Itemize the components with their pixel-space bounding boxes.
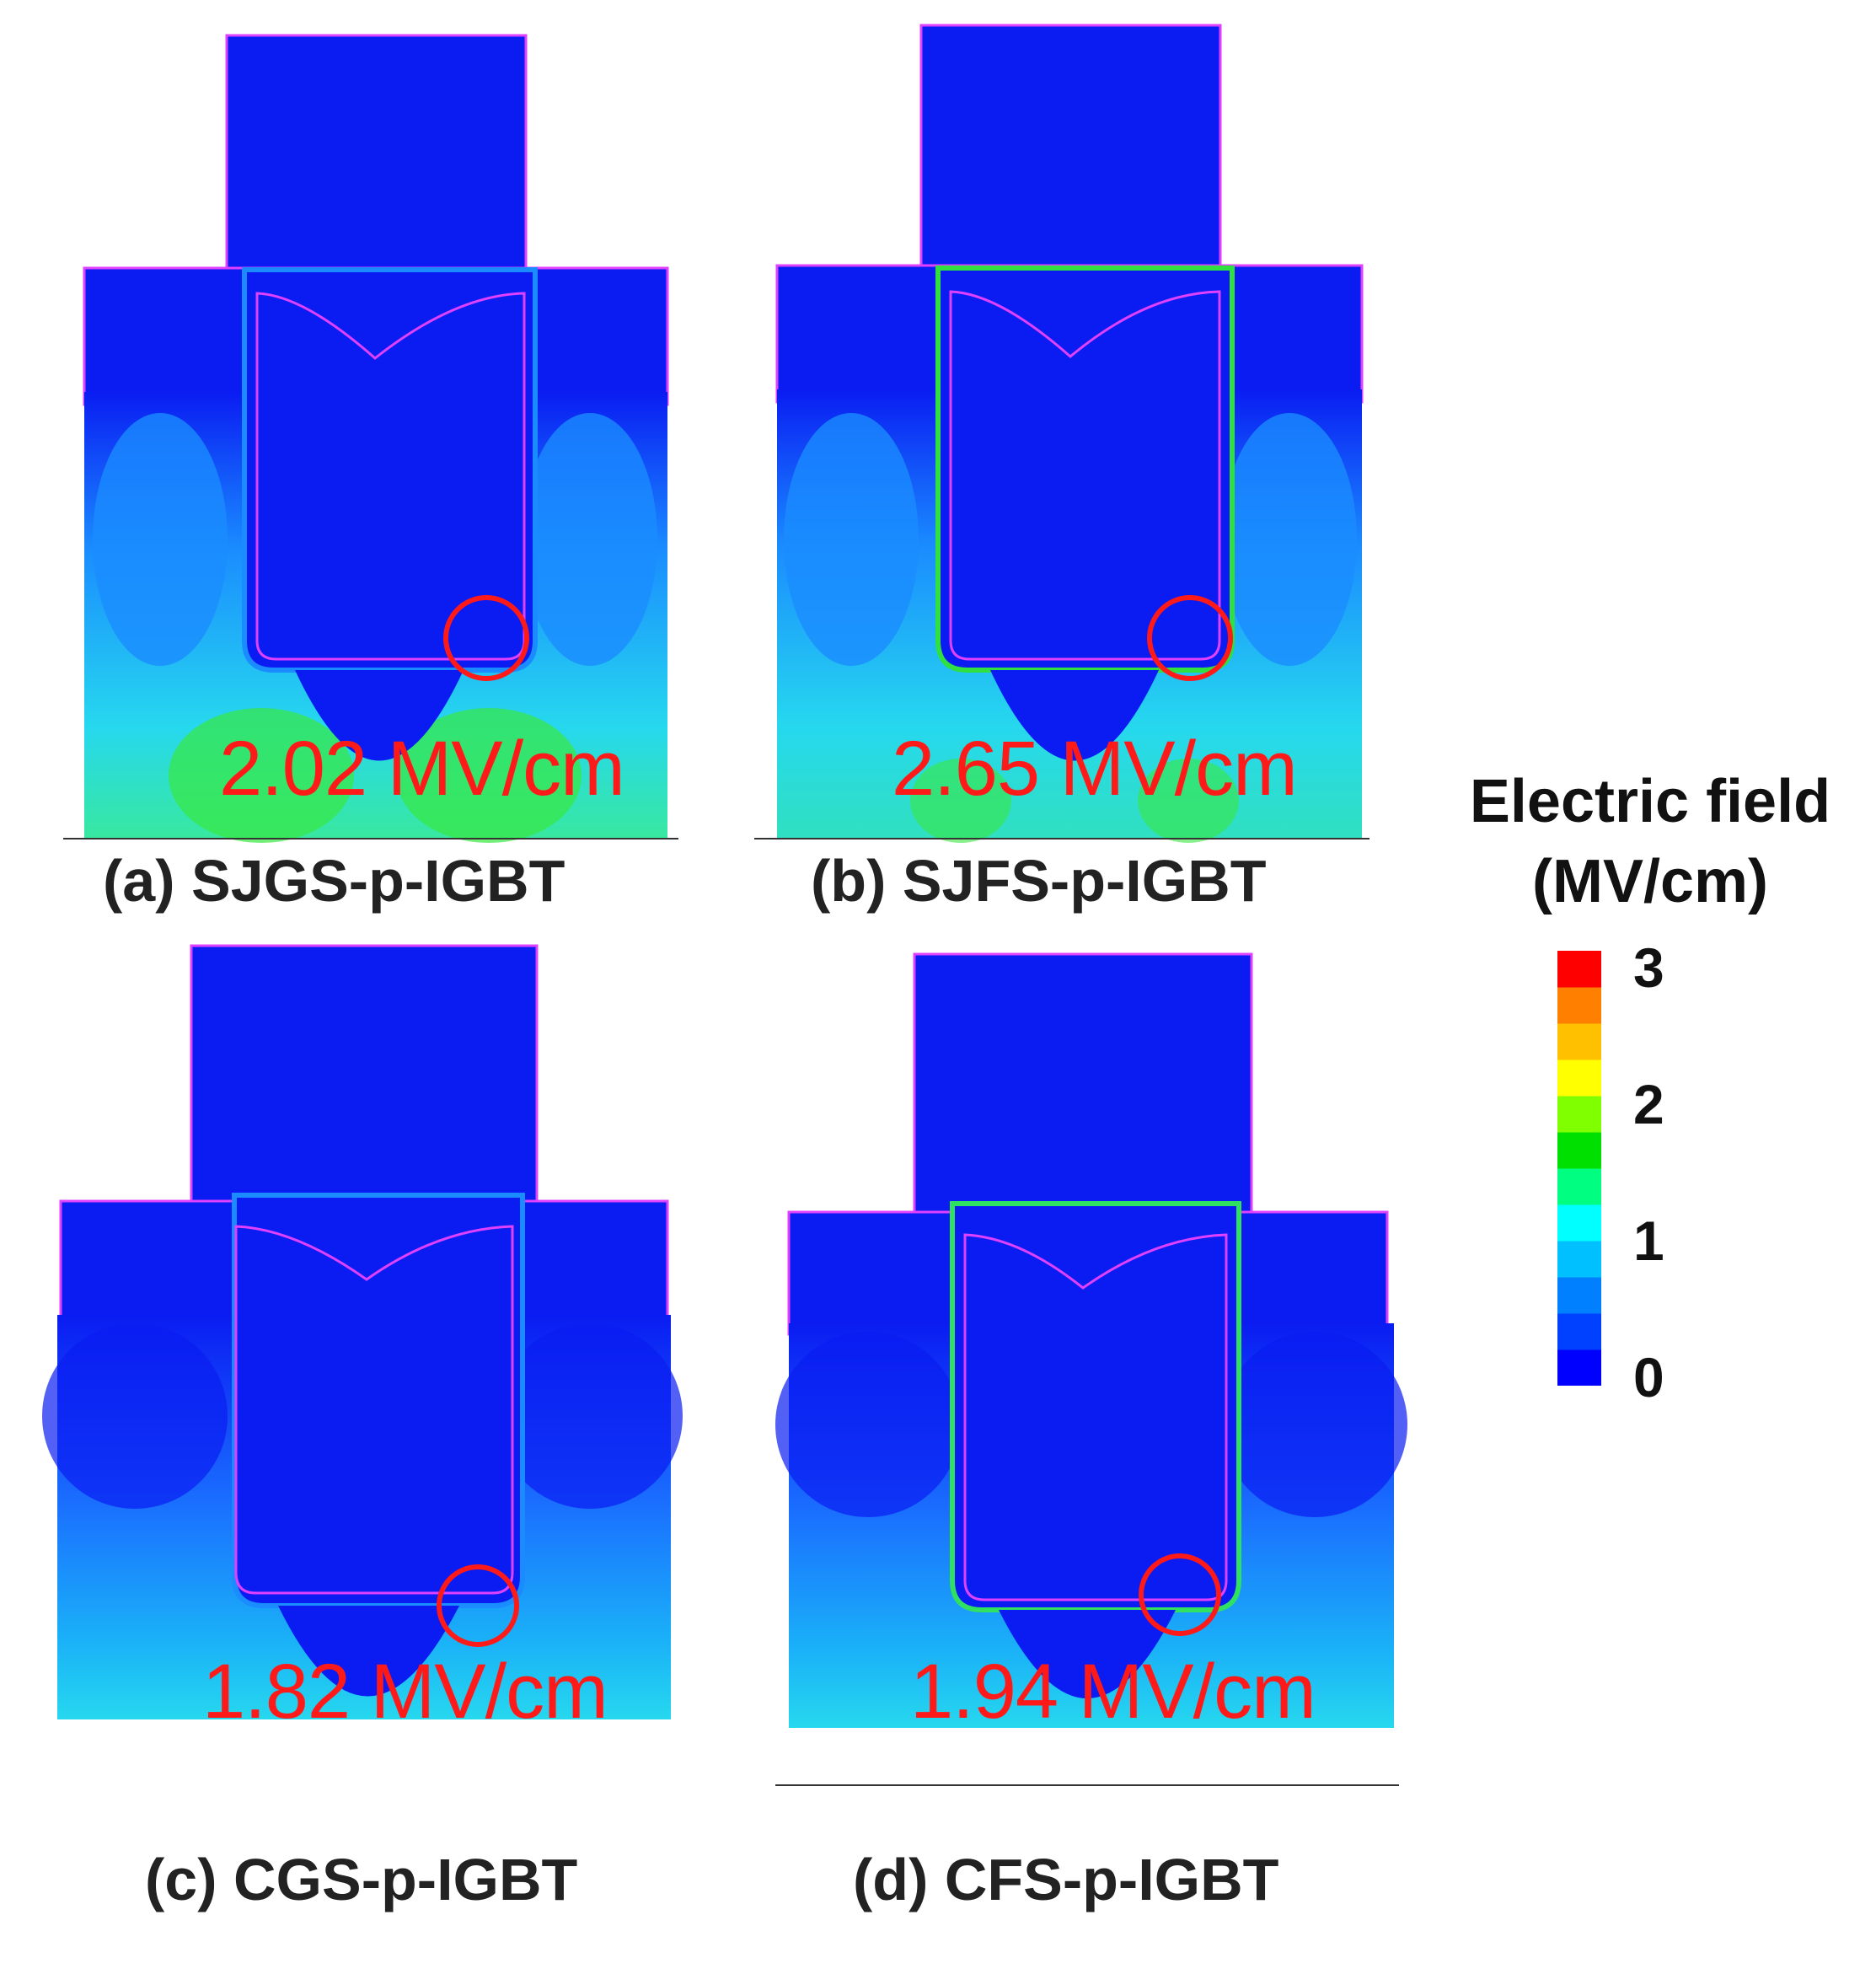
- field-map-c: [42, 944, 683, 1719]
- peak-field-marker: [437, 1564, 519, 1647]
- peak-field-label: 1.94 MV/cm: [910, 1649, 1316, 1735]
- panel-caption: (c) CGS-p-IGBT: [145, 1847, 578, 1912]
- legend-unit: (MV/cm): [1531, 848, 1769, 915]
- field-map-b: [754, 24, 1369, 843]
- gate-electrode: [919, 24, 1222, 288]
- colorbar-band: [1557, 951, 1601, 988]
- colorbar-band: [1557, 1204, 1601, 1242]
- panel-caption: (b) SJFS-p-IGBT: [811, 848, 1267, 914]
- peak-field-marker: [1139, 1553, 1221, 1636]
- colorbar-band: [1557, 1277, 1601, 1314]
- peak-field-label: 2.65 MV/cm: [892, 726, 1298, 812]
- panel-d: 1.94 MV/cm (d) CFS-p-IGBT: [775, 952, 1416, 1912]
- colorbar-band: [1557, 1059, 1601, 1097]
- gate-electrode: [190, 944, 539, 1213]
- colorbar-band: [1557, 1168, 1601, 1205]
- colorbar-band: [1557, 1023, 1601, 1060]
- peak-field-marker: [443, 595, 529, 681]
- panel-c: 1.82 MV/cm (c) CGS-p-IGBT: [34, 944, 691, 1912]
- gate-electrode: [225, 34, 528, 290]
- peak-field-label: 2.02 MV/cm: [219, 726, 625, 812]
- panel-b: 2.65 MV/cm (b) SJFS-p-IGBT: [742, 17, 1382, 914]
- colorbar: [1557, 951, 1601, 1386]
- colorbar-tick: 2: [1633, 1073, 1664, 1135]
- peak-field-marker: [1147, 595, 1233, 681]
- field-map-a: [63, 34, 678, 843]
- colorbar-tick: 1: [1633, 1210, 1664, 1272]
- peak-field-label: 1.82 MV/cm: [202, 1649, 608, 1735]
- panel-a: 2.02 MV/cm (a) SJGS-p-IGBT: [51, 17, 691, 914]
- legend-title: Electric field: [1469, 768, 1831, 835]
- colorbar-band: [1557, 1132, 1601, 1169]
- colorbar-band: [1557, 1241, 1601, 1278]
- panel-caption: (d) CFS-p-IGBT: [853, 1847, 1279, 1912]
- colorbar-band: [1557, 1096, 1601, 1133]
- colorbar-tick: 3: [1633, 936, 1664, 999]
- panel-caption: (a) SJGS-p-IGBT: [103, 848, 565, 914]
- colorbar-band: [1557, 987, 1601, 1024]
- field-map-d: [775, 952, 1407, 1786]
- gate-electrode: [913, 952, 1253, 1226]
- colorbar-band: [1557, 1349, 1601, 1386]
- colorbar-tick: 0: [1633, 1346, 1664, 1408]
- colorbar-band: [1557, 1313, 1601, 1350]
